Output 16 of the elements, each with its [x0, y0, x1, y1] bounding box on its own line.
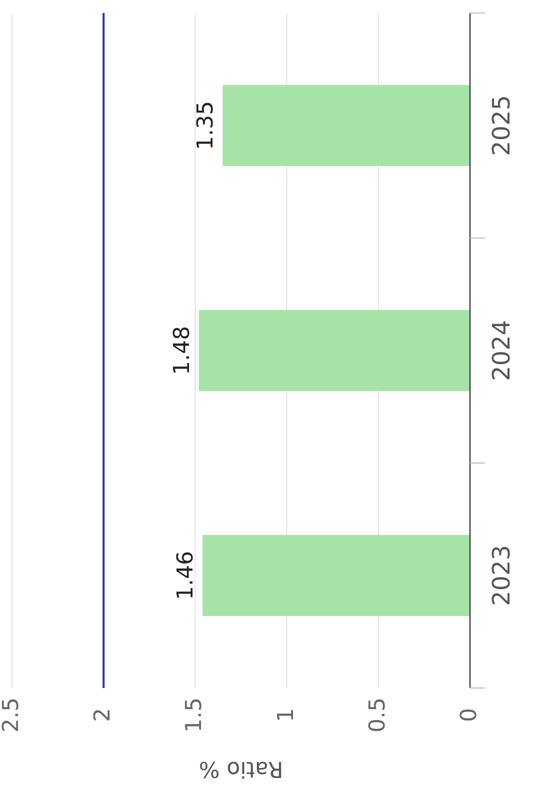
data-label: 1.35: [194, 101, 219, 150]
y-tick-label: 2023: [488, 544, 516, 606]
y-tick-label: 2025: [488, 94, 516, 156]
bar: [198, 310, 470, 391]
x-tick-label: 1.5: [182, 698, 208, 732]
bar: [202, 535, 470, 616]
x-tick-label: 2: [90, 708, 116, 722]
data-label: 1.48: [170, 326, 195, 375]
bar: [222, 85, 470, 166]
x-tick-label: 1: [274, 708, 299, 722]
data-label: 1.46: [174, 551, 199, 600]
x-tick-label: 0.5: [365, 698, 390, 732]
y-tick-label: 2024: [488, 320, 516, 382]
x-tick-label: 0: [457, 708, 482, 722]
x-axis-title: Ratio %: [198, 756, 284, 781]
x-tick-label: 2.5: [0, 698, 24, 732]
